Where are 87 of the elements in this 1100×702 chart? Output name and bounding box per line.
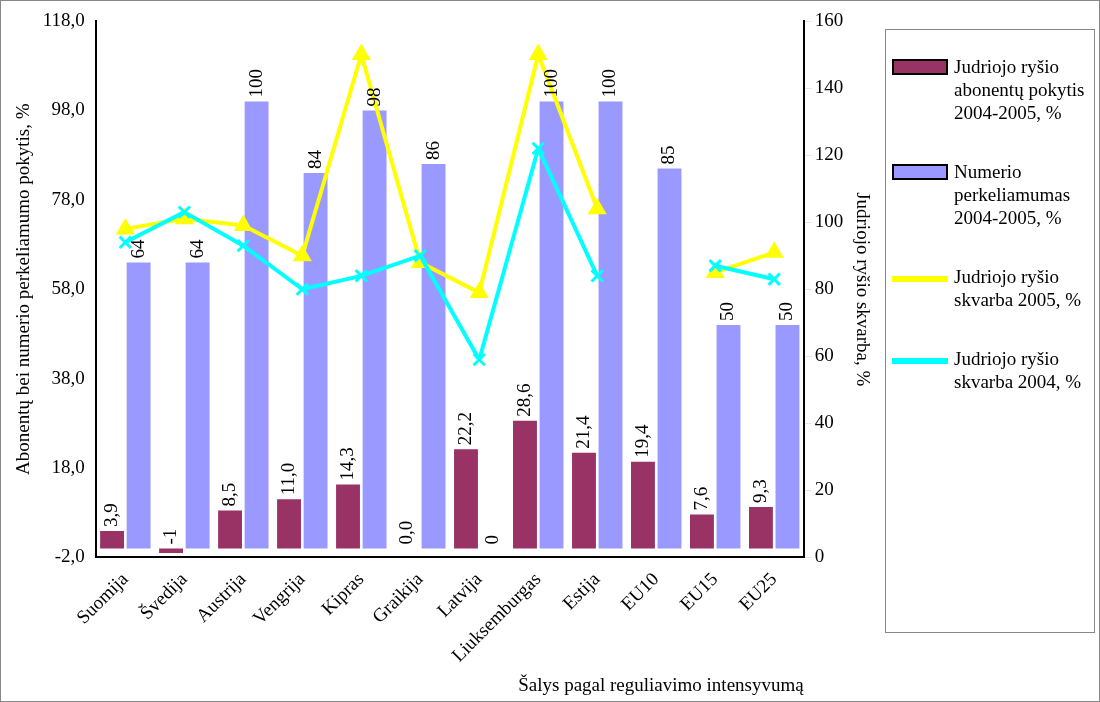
bar: [421, 164, 446, 549]
y2-axis-title: Judriojo ryšio skvarba, %: [852, 192, 874, 387]
y-tick-label: 98,0: [51, 98, 85, 120]
point: [767, 272, 782, 287]
legend-label: Judriojo ryšio abonentų pokytis 2004-2005, %: [954, 55, 1086, 124]
point: [413, 248, 428, 263]
y2-tick-label: 0: [814, 545, 825, 567]
data-label: 9,3: [748, 479, 770, 503]
data-label: 98: [362, 87, 384, 107]
y-tick-label: 38,0: [51, 366, 85, 388]
point: [177, 204, 192, 220]
y2-tick-label: 100: [814, 210, 844, 232]
data-label: 21,4: [571, 415, 593, 449]
bar: [598, 101, 623, 549]
point: [588, 199, 606, 215]
data-label: -1: [159, 528, 181, 545]
y2-tick-label: 140: [814, 76, 844, 98]
y-tick-label: 18,0: [51, 456, 85, 478]
legend-label: Judriojo ryšio skvarba 2005, %: [954, 265, 1083, 311]
bar: [244, 101, 269, 549]
data-label: 14,3: [336, 447, 357, 481]
data-label: 3,9: [100, 503, 122, 528]
y2-tick-label: 160: [814, 8, 844, 30]
bar: [185, 262, 210, 549]
data-label: 84: [303, 149, 325, 169]
bar: [690, 514, 714, 549]
y-tick-label: 78,0: [51, 187, 85, 209]
y-axis-title: Abonentų bei numerio perkeliamumo pokytis, %: [12, 103, 34, 475]
point: [295, 282, 310, 297]
data-label: 100: [598, 68, 620, 98]
bar: [454, 449, 478, 549]
point: [529, 45, 547, 61]
data-label: 100: [244, 68, 266, 98]
data-label: 100: [539, 68, 561, 98]
point: [765, 242, 783, 258]
data-label: 86: [421, 141, 443, 161]
x-axis-title: Šalys pagal reguliavimo intensyvumą: [518, 673, 805, 695]
point: [234, 216, 252, 232]
point: [590, 268, 605, 283]
legend-label: Judriojo ryšio skvarba 2004, %: [954, 347, 1083, 393]
point: [354, 268, 369, 283]
data-label: 64: [185, 238, 207, 259]
bar: [277, 499, 301, 549]
data-label: 0: [480, 535, 502, 545]
point: [236, 238, 251, 253]
bar: [513, 420, 537, 549]
y-tick-label: -2,0: [54, 545, 85, 567]
data-label: 28,6: [512, 383, 534, 417]
bar: [572, 452, 596, 549]
point: [472, 352, 487, 367]
data-label: 7,6: [689, 486, 711, 511]
y2-tick-label: 80: [814, 277, 834, 299]
bar: [748, 506, 773, 549]
data-label: 19,4: [630, 424, 652, 458]
y2-tick-label: 20: [814, 478, 834, 500]
data-label: 50: [775, 302, 797, 322]
bar: [775, 325, 800, 549]
y-tick-label: 118,0: [42, 8, 85, 30]
bar: [716, 325, 741, 549]
y-tick-label: 58,0: [51, 277, 85, 299]
legend-label: Numerio perkeliamumas 2004-2005, %: [954, 160, 1072, 229]
bar: [126, 262, 151, 549]
y2-tick-label: 120: [814, 143, 844, 165]
bar: [100, 531, 125, 549]
bar: [218, 510, 242, 549]
data-label: 50: [716, 302, 738, 322]
data-label: 8,5: [218, 482, 240, 507]
point: [118, 235, 133, 250]
data-label: 64: [126, 238, 148, 259]
point: [352, 45, 370, 61]
point: [470, 283, 488, 299]
data-label: 22,2: [453, 412, 475, 446]
bar: [657, 168, 682, 549]
bar: [539, 101, 564, 549]
point: [531, 141, 546, 156]
data-label: 11,0: [277, 462, 299, 496]
point: [116, 219, 134, 235]
data-label: 0,0: [394, 520, 416, 545]
data-label: 85: [657, 145, 679, 165]
point: [293, 246, 311, 262]
bar: [362, 110, 387, 549]
y2-tick-label: 40: [814, 411, 834, 433]
bar: [159, 548, 183, 554]
y2-tick-label: 60: [814, 344, 834, 366]
bar: [631, 461, 655, 549]
bar: [303, 173, 328, 549]
bar: [336, 484, 360, 549]
